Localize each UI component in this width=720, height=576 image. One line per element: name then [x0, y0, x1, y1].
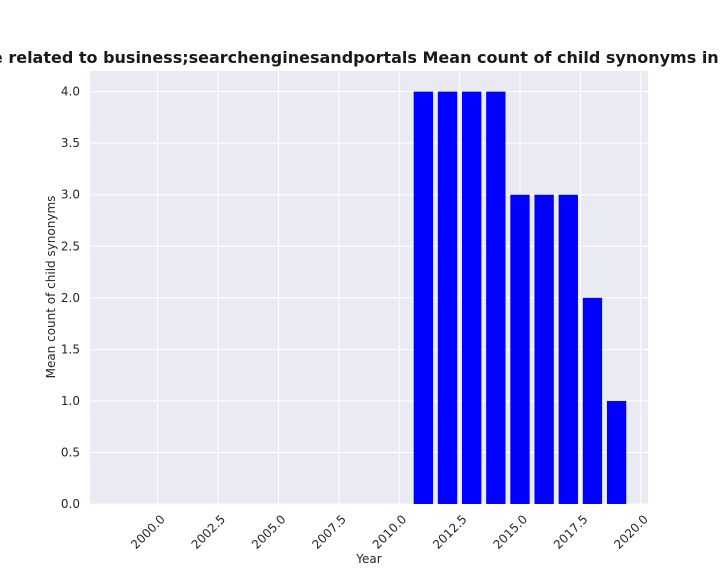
x-tick-label: 2012.5: [430, 512, 470, 552]
x-axis-label: Year: [355, 552, 381, 566]
y-axis-label: Mean count of child synonyms: [44, 196, 58, 379]
x-axis-ticks: 2000.0 2002.5 2005.0 2007.5 2010.0 2012.5 2015…: [128, 512, 651, 552]
y-tick-label: 1.0: [61, 394, 80, 408]
grid-lines: [90, 71, 648, 505]
bar: [606, 400, 627, 504]
y-tick-label: 2.0: [61, 291, 80, 305]
y-tick-label: 1.5: [61, 342, 80, 356]
y-tick-label: 2.5: [61, 239, 80, 253]
x-tick-label: 2015.0: [490, 512, 530, 552]
y-tick-label: 3.5: [61, 136, 80, 150]
bar: [462, 91, 482, 504]
bar: [486, 91, 506, 504]
x-tick-label: 2002.5: [189, 512, 229, 552]
y-tick-label: 0.5: [61, 445, 80, 459]
y-tick-label: 3.0: [61, 188, 80, 202]
bars: [413, 91, 627, 504]
x-tick-label: 2020.0: [611, 512, 651, 552]
bar: [558, 194, 578, 504]
bar: [413, 91, 434, 504]
x-tick-label: 2010.0: [370, 512, 410, 552]
bar: [582, 297, 603, 504]
bar: [534, 194, 554, 504]
y-axis-ticks: 0.0 0.5 1.0 1.5 2.0 2.5 3.0 3.5 4.0: [61, 85, 80, 511]
x-tick-label: 2000.0: [128, 512, 168, 552]
y-tick-label: 4.0: [61, 85, 80, 99]
y-tick-label: 0.0: [61, 497, 80, 511]
x-tick-label: 2007.5: [309, 512, 349, 552]
bar: [510, 194, 530, 504]
x-tick-label: 2017.5: [551, 512, 591, 552]
chart-title: ies are related to business;searchengine…: [0, 48, 720, 67]
x-tick-label: 2005.0: [249, 512, 289, 552]
bar: [437, 91, 458, 504]
